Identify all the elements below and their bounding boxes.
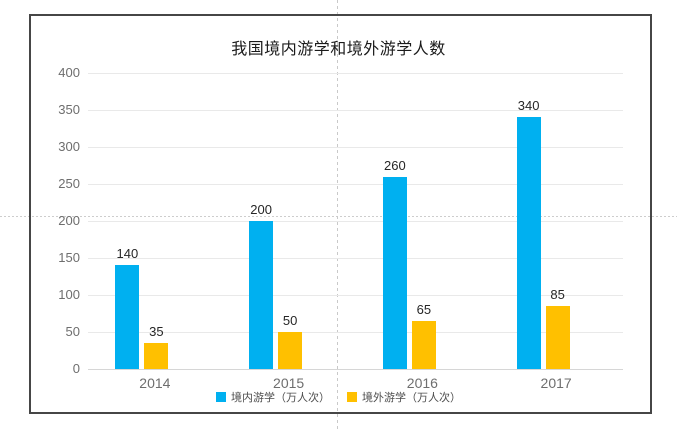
gridline (88, 147, 623, 148)
y-axis-tick-label: 300 (58, 139, 80, 154)
bar-value-label: 200 (250, 202, 272, 217)
bar-overseas (144, 343, 169, 369)
bar-domestic (249, 221, 274, 369)
y-axis-tick-label: 100 (58, 287, 80, 302)
legend-swatch (216, 392, 226, 402)
x-axis-line (88, 369, 623, 370)
legend-item-overseas: 境外游学（万人次） (347, 389, 461, 405)
bar-value-label: 260 (384, 157, 406, 173)
legend-label: 境内游学（万人次） (231, 392, 330, 404)
x-axis-tick-label: 2014 (139, 375, 171, 391)
y-axis-tick-label: 50 (65, 324, 80, 339)
y-axis-tick-label: 250 (58, 176, 80, 191)
y-axis-tick-label: 150 (58, 250, 80, 265)
chart-title: 我国境内游学和境外游学人数 (231, 41, 446, 58)
legend-item-domestic: 境内游学（万人次） (216, 389, 330, 405)
bar-overseas (411, 320, 436, 369)
legend-label: 境外游学（万人次） (362, 392, 461, 404)
y-axis-tick-label: 400 (58, 65, 80, 80)
x-axis-tick-label: 2015 (273, 375, 305, 391)
bar-overseas (545, 306, 570, 369)
gridline (88, 258, 623, 259)
x-axis-tick-label: 2017 (540, 375, 572, 391)
center-guide-vertical (337, 0, 338, 432)
legend: 境内游学（万人次） 境外游学（万人次） (0, 389, 677, 405)
bar-value-label: 65 (416, 301, 432, 317)
y-axis-tick-label: 350 (58, 102, 80, 117)
y-axis-tick-label: 0 (72, 361, 80, 376)
bar-overseas (278, 332, 303, 369)
gridline (88, 221, 623, 222)
center-guide-horizontal (0, 216, 677, 217)
y-axis-tick-label: 200 (58, 213, 80, 228)
bar-value-label: 50 (282, 313, 298, 328)
legend-swatch (347, 392, 357, 402)
bar-domestic (382, 176, 407, 369)
bar-domestic (516, 117, 541, 369)
gridline (88, 184, 623, 185)
bar-value-label: 340 (517, 98, 540, 114)
bar-value-label: 35 (149, 324, 164, 340)
gridline (88, 295, 623, 296)
bar-value-label: 85 (550, 287, 565, 303)
gridline (88, 332, 623, 333)
gridline (88, 110, 623, 111)
x-axis-tick-label: 2016 (406, 375, 438, 391)
bar-value-label: 140 (116, 246, 139, 262)
gridline (88, 73, 623, 74)
chart-frame (29, 14, 652, 414)
bar-domestic (115, 265, 140, 369)
